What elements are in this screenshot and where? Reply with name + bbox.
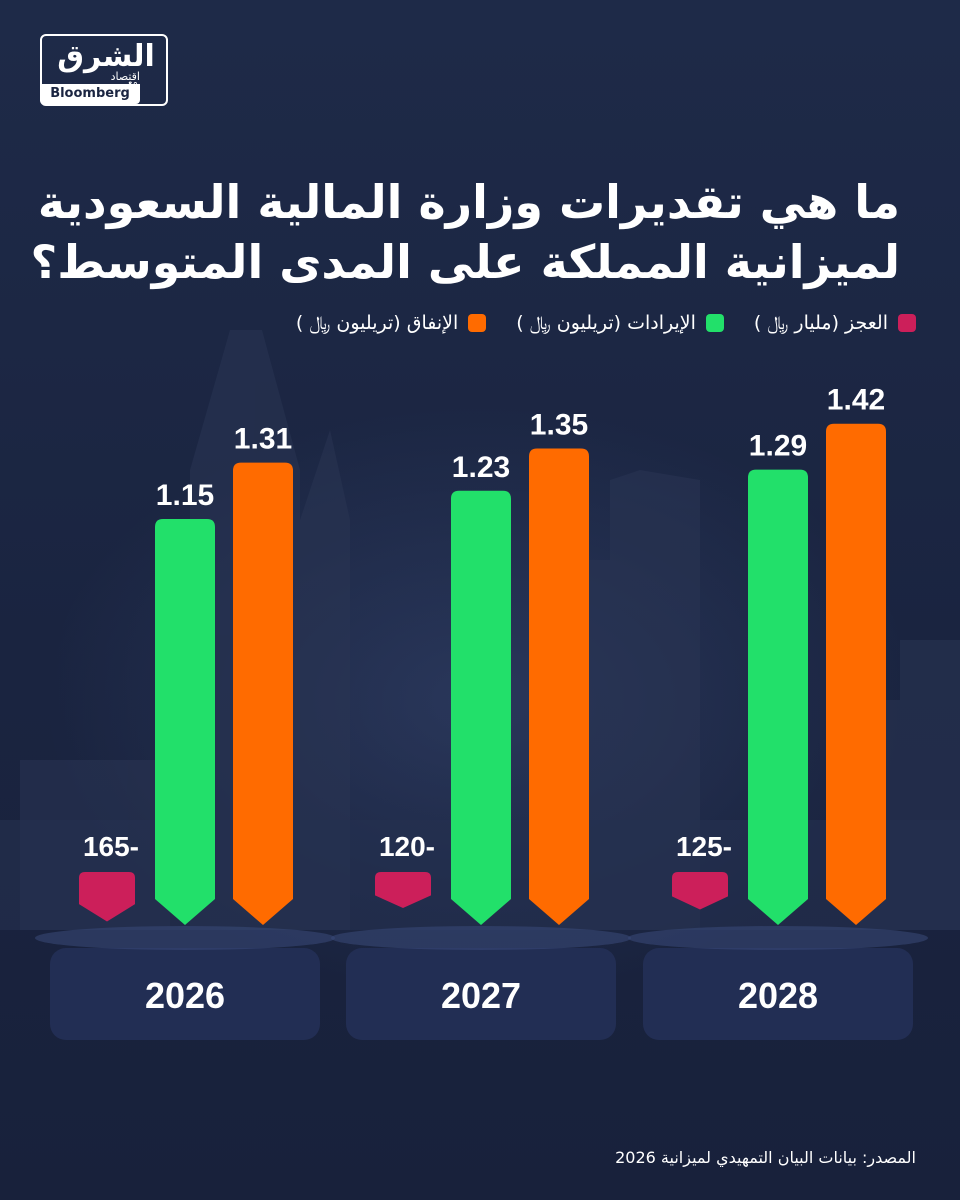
data-label-spending: 1.31	[234, 423, 292, 456]
data-label-revenue: 1.15	[156, 479, 214, 512]
data-label-revenue: 1.23	[452, 451, 510, 484]
data-label-deficit: 125-	[676, 831, 732, 862]
year-plate-glow	[35, 926, 335, 950]
data-label-deficit: 120-	[379, 831, 435, 862]
year-label: 2027	[441, 975, 521, 1016]
legend-label-deficit: العجز (مليار ﷼ )	[753, 312, 888, 334]
bar-spending	[826, 423, 886, 925]
year-plate-glow	[628, 926, 928, 950]
data-label-spending: 1.42	[827, 384, 885, 417]
chart-title-line-1: ما هي تقديرات وزارة المالية السعودية	[37, 175, 900, 229]
logo-subtitle: اقتصاد	[110, 70, 140, 83]
year-plate	[346, 948, 616, 1040]
brand-logo: الشرق اقتصاد	[40, 34, 168, 106]
logo-wordmark: الشرق	[57, 39, 155, 74]
data-label-deficit: 165-	[83, 831, 139, 862]
legend-item-revenue: الإيرادات (تريليون ﷼ )	[516, 312, 724, 334]
legend-item-deficit: العجز (مليار ﷼ )	[754, 312, 916, 334]
source-note: المصدر: بيانات البيان التمهيدي لميزانية …	[615, 1148, 916, 1167]
legend-item-spending: الإنفاق (تريليون ﷼ )	[295, 312, 487, 334]
bar-spending	[233, 462, 293, 925]
bar-spending	[529, 448, 589, 925]
chart-legend: الإنفاق (تريليون ﷼ ) الإيرادات (تريليون …	[296, 306, 916, 340]
legend-label-revenue: الإيرادات (تريليون ﷼ )	[516, 312, 696, 334]
bar-revenue	[155, 519, 215, 925]
legend-swatch-spending	[468, 314, 487, 332]
data-label-revenue: 1.29	[749, 430, 807, 463]
year-plate-glow	[331, 926, 631, 950]
logo-partner-bar	[40, 84, 140, 104]
logo-partner: Bloomberg	[50, 86, 130, 101]
year-plate	[50, 948, 320, 1040]
year-label: 2028	[738, 975, 818, 1016]
data-label-spending: 1.35	[530, 408, 588, 441]
bar-revenue	[748, 469, 808, 925]
bar-deficit	[375, 872, 431, 908]
bar-deficit	[79, 872, 135, 922]
logo-with: مع	[128, 78, 138, 88]
legend-swatch-revenue	[705, 314, 724, 332]
bar-deficit	[672, 872, 728, 910]
chart-title-line-2: لميزانية المملكة على المدى المتوسط؟	[30, 235, 900, 289]
year-plate	[643, 948, 913, 1040]
legend-swatch-deficit	[898, 314, 916, 332]
legend-label-spending: الإنفاق (تريليون ﷼ )	[295, 312, 459, 334]
bar-revenue	[451, 490, 511, 925]
year-label: 2026	[145, 975, 225, 1016]
